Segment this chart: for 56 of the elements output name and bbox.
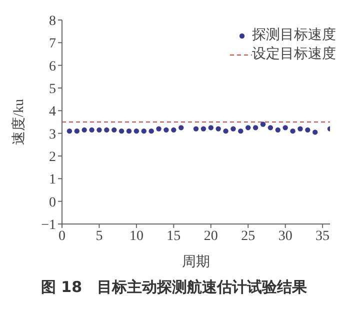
point (252, 125, 258, 130)
y-tick-label: 4 (49, 104, 56, 120)
y-tick-label: 5 (49, 82, 56, 97)
point (305, 127, 310, 133)
point (82, 127, 87, 133)
point (89, 127, 94, 133)
y-tick-label: −1 (41, 218, 56, 233)
x-tick-label: 20 (204, 228, 218, 244)
y-tick-label: 7 (49, 36, 56, 52)
point (66, 128, 72, 134)
point (164, 127, 169, 133)
x-tick-label: 35 (316, 228, 330, 244)
point (141, 128, 146, 134)
point (74, 128, 80, 134)
point (290, 128, 296, 134)
point (238, 128, 244, 134)
point (268, 125, 274, 130)
point (223, 128, 228, 134)
point (178, 125, 184, 130)
point (260, 122, 266, 127)
point (104, 127, 110, 133)
point (193, 126, 199, 132)
point (171, 127, 176, 133)
caption: 图 18 目标主动探测航速估计试验结果 (40, 278, 308, 297)
point (298, 126, 303, 132)
x-tick-label: 30 (278, 228, 292, 244)
point (148, 128, 154, 134)
x-tick-label: 5 (96, 228, 103, 244)
point (96, 127, 102, 133)
legend-label: 探测目标速度 (252, 26, 336, 45)
point (112, 127, 117, 133)
point (156, 126, 162, 132)
y-axis-title: 速度/ku (10, 99, 27, 145)
point (312, 130, 318, 135)
x-tick-label: 25 (241, 228, 256, 244)
x-tick-label: 0 (58, 228, 66, 244)
y-tick-label: 1 (49, 172, 56, 188)
point (200, 126, 206, 132)
y-tick-label: 6 (49, 59, 56, 74)
point (208, 125, 214, 130)
point (216, 126, 221, 132)
y-tick-label: 2 (49, 150, 56, 165)
point (118, 128, 124, 134)
x-tick-label: 10 (129, 228, 144, 244)
legend-label: 设定目标速度 (252, 45, 336, 64)
point (275, 127, 280, 133)
point (282, 125, 288, 130)
point (246, 125, 251, 130)
point (126, 128, 132, 134)
point (134, 128, 140, 134)
x-tick-label: 15 (166, 228, 181, 244)
y-tick-label: 8 (49, 14, 56, 29)
y-tick-label: 3 (49, 127, 56, 142)
x-axis-title: 周期 (182, 254, 210, 270)
point (230, 126, 236, 132)
y-tick-label: 0 (49, 195, 56, 210)
